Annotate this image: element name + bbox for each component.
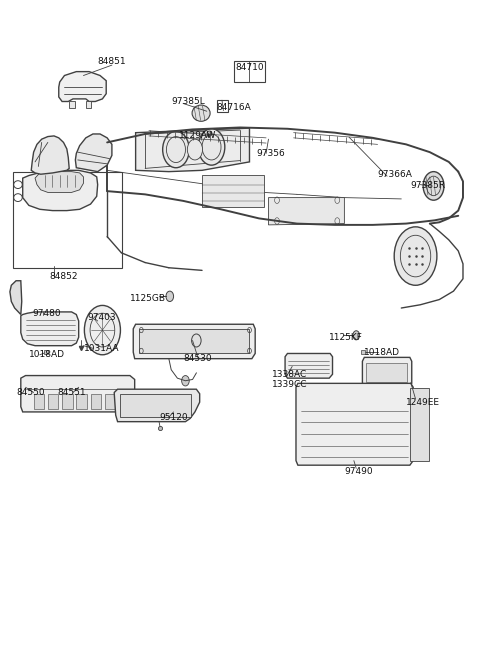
Circle shape (187, 139, 203, 160)
Text: 97480: 97480 (32, 309, 61, 318)
Ellipse shape (115, 388, 126, 407)
Text: 84550: 84550 (16, 388, 45, 397)
Circle shape (163, 132, 189, 168)
Text: 1339CC: 1339CC (272, 380, 307, 389)
Polygon shape (31, 136, 69, 174)
Text: 1338AC: 1338AC (272, 370, 307, 379)
Polygon shape (135, 398, 163, 417)
Text: 1018AD: 1018AD (364, 348, 400, 357)
Bar (410, 388, 429, 460)
Polygon shape (285, 354, 333, 378)
Circle shape (84, 305, 120, 355)
Text: 97403: 97403 (87, 313, 116, 322)
Text: 84710: 84710 (235, 64, 264, 72)
Polygon shape (35, 172, 84, 193)
Text: 84851: 84851 (97, 57, 126, 66)
Polygon shape (59, 71, 106, 102)
Polygon shape (268, 198, 344, 225)
Bar (76, 394, 87, 409)
Text: 84551: 84551 (57, 388, 86, 397)
Circle shape (198, 129, 225, 165)
Polygon shape (21, 312, 79, 346)
Polygon shape (21, 375, 135, 412)
Text: 1129AW: 1129AW (179, 132, 216, 140)
Text: 95120: 95120 (159, 413, 188, 422)
Polygon shape (10, 281, 22, 314)
Circle shape (353, 331, 360, 340)
Polygon shape (296, 383, 413, 465)
Text: 97385R: 97385R (411, 181, 446, 191)
Text: 1125GB: 1125GB (130, 294, 166, 303)
Polygon shape (75, 134, 112, 172)
Circle shape (423, 172, 444, 200)
Bar (48, 394, 58, 409)
Text: 84530: 84530 (183, 354, 212, 363)
Bar (366, 363, 407, 382)
Bar (217, 100, 228, 112)
Text: 97385L: 97385L (171, 97, 205, 106)
Ellipse shape (192, 105, 210, 121)
Text: 1125KF: 1125KF (329, 333, 363, 343)
Text: 1249EE: 1249EE (406, 398, 440, 407)
Bar (139, 329, 250, 354)
Text: 1018AD: 1018AD (29, 350, 65, 360)
Polygon shape (69, 102, 75, 108)
Bar (105, 394, 115, 409)
Polygon shape (136, 128, 250, 172)
Circle shape (154, 405, 163, 419)
Circle shape (394, 227, 437, 286)
Text: 84716A: 84716A (216, 103, 251, 113)
Circle shape (181, 375, 189, 386)
Polygon shape (23, 170, 97, 211)
Bar (120, 394, 191, 417)
Text: 97490: 97490 (344, 467, 373, 476)
Polygon shape (86, 102, 92, 108)
Circle shape (166, 291, 174, 301)
Text: 84852: 84852 (49, 272, 78, 282)
Polygon shape (133, 324, 255, 359)
Polygon shape (362, 358, 412, 387)
Text: 97366A: 97366A (378, 170, 412, 179)
Text: 1031AA: 1031AA (84, 344, 120, 353)
Bar (62, 394, 72, 409)
Bar (234, 61, 265, 82)
Bar (202, 175, 264, 208)
Bar (91, 394, 101, 409)
Text: 97356: 97356 (257, 149, 285, 158)
Polygon shape (114, 389, 200, 422)
Bar (13, 172, 122, 268)
Bar (34, 394, 44, 409)
